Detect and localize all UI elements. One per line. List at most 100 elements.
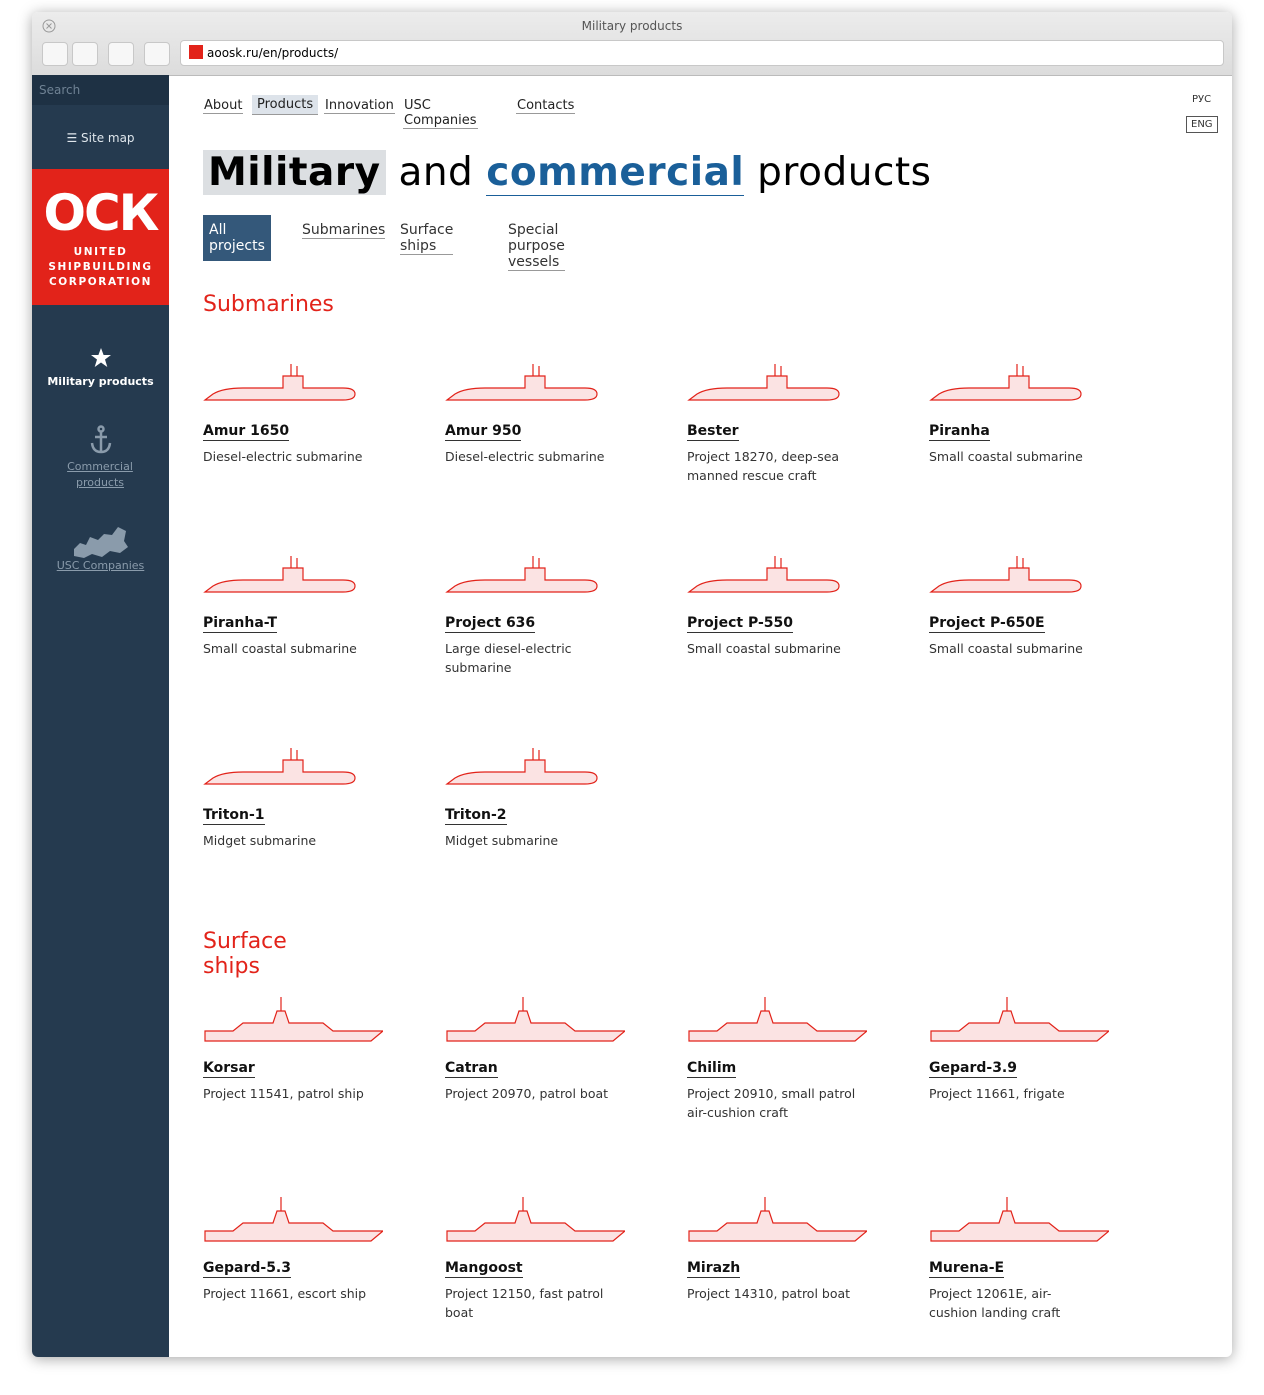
product-description: Project 18270, deep-sea manned rescue cr…: [687, 449, 840, 483]
product-description: Diesel-electric submarine: [203, 449, 363, 464]
product-card[interactable]: Project P-650E Small coastal submarine: [929, 546, 1129, 658]
product-card[interactable]: Project P-550 Small coastal submarine: [687, 546, 887, 658]
silhouette-shape: [446, 997, 627, 1042]
product-name: Chilim: [687, 1060, 737, 1078]
product-card[interactable]: Project 636 Large diesel-electric submari…: [445, 546, 645, 677]
product-description: Midget submarine: [445, 833, 559, 848]
product-name: Triton-2: [445, 807, 507, 825]
search-field[interactable]: Search: [32, 75, 169, 105]
product-card[interactable]: Gepard-3.9 Project 11661, frigate: [929, 991, 1129, 1103]
product-description: Small coastal submarine: [203, 641, 357, 656]
product-name: Mirazh: [687, 1260, 741, 1278]
forward-button[interactable]: [72, 42, 98, 66]
product-description: Project 20970, patrol boat: [445, 1086, 609, 1101]
product-card[interactable]: Triton-1 Midget submarine: [203, 738, 403, 850]
product-description: Project 12061E, air-cushion landing craf…: [929, 1286, 1061, 1320]
product-card[interactable]: Amur 1650 Diesel-electric submarine: [203, 354, 403, 466]
sidebar: Search ☰ Site map ОСК UNITED SHIPBUILDING…: [32, 75, 169, 1357]
product-card[interactable]: Korsar Project 11541, patrol ship: [203, 991, 403, 1103]
vessel-silhouette: [445, 748, 598, 785]
filter-tab[interactable]: Submarines: [302, 222, 386, 239]
silhouette-shape: [445, 364, 598, 401]
silhouette-shape: [204, 997, 385, 1042]
product-name: Bester: [687, 423, 739, 441]
filter-tab[interactable]: Special purpose vessels: [508, 222, 565, 271]
site-map-label: Site map: [81, 131, 135, 145]
product-card[interactable]: Chilim Project 20910, small patrol air-cu…: [687, 991, 887, 1122]
site-map-link[interactable]: ☰ Site map: [66, 131, 135, 145]
product-card[interactable]: Mirazh Project 14310, patrol boat: [687, 1191, 887, 1303]
product-name: Catran: [445, 1060, 498, 1078]
vessel-silhouette: [445, 364, 598, 401]
logo-line: SHIPBUILDING: [48, 261, 153, 273]
logo-mark: ОСК: [43, 184, 159, 242]
product-description: Small coastal submarine: [929, 449, 1083, 464]
nav-link[interactable]: Commercial products: [67, 460, 133, 489]
nav-link[interactable]: USC Companies: [56, 559, 145, 572]
logo-line: CORPORATION: [48, 276, 153, 288]
silhouette-shape: [688, 997, 869, 1042]
nav-item[interactable]: USC Companies: [403, 98, 478, 129]
product-name: Gepard-3.9: [929, 1060, 1017, 1078]
product-card[interactable]: Piranha-T Small coastal submarine: [203, 546, 403, 658]
vessel-silhouette: [687, 556, 840, 593]
product-name: Project P-650E: [929, 615, 1045, 633]
logo[interactable]: ОСК UNITED SHIPBUILDING CORPORATION: [32, 169, 169, 305]
product-card[interactable]: Catran Project 20970, patrol boat: [445, 991, 645, 1103]
product-card[interactable]: Amur 950 Diesel-electric submarine: [445, 354, 645, 466]
home-button[interactable]: [144, 42, 170, 66]
close-button[interactable]: [42, 19, 56, 33]
browser-chrome: Military products aoosk.ru/en/products/: [32, 12, 1232, 76]
heading-word: products: [757, 150, 932, 195]
nav-item[interactable]: About: [203, 98, 244, 114]
vessel-silhouette: [203, 748, 356, 785]
silhouette-shape: [203, 556, 356, 593]
vessel-silhouette: [929, 556, 1082, 593]
filter-tab[interactable]: Surface ships: [400, 222, 454, 255]
nav-item[interactable]: Innovation: [324, 98, 395, 114]
silhouette-shape: [688, 1197, 869, 1242]
section-title: Submarines: [203, 292, 334, 317]
silhouette-shape: [687, 364, 840, 401]
filter-tab[interactable]: All projects: [203, 215, 271, 261]
vessel-silhouette: [204, 1197, 385, 1242]
silhouette-shape: [930, 997, 1111, 1042]
product-card[interactable]: Mangoost Project 12150, fast patrol boat: [445, 1191, 645, 1322]
vessel-silhouette: [930, 1197, 1111, 1242]
product-description: Large diesel-electric submarine: [445, 641, 572, 675]
lang-option[interactable]: ENG: [1186, 116, 1218, 133]
browser-window: Military products aoosk.ru/en/products/ …: [32, 12, 1232, 1357]
silhouette-shape: [445, 748, 598, 785]
product-name: Mangoost: [445, 1260, 523, 1278]
back-button[interactable]: [42, 42, 68, 66]
star-icon: [91, 348, 111, 367]
logo-text: UNITED SHIPBUILDING CORPORATION: [32, 245, 169, 290]
nav-item[interactable]: Products: [252, 95, 319, 115]
vessel-silhouette: [446, 1197, 627, 1242]
product-description: Project 20910, small patrol air-cushion …: [687, 1086, 856, 1120]
section-title: Surface ships: [203, 929, 287, 979]
silhouette-shape: [204, 1197, 385, 1242]
product-description: Project 14310, patrol boat: [687, 1286, 851, 1301]
vessel-silhouette: [204, 997, 385, 1042]
silhouette-shape: [929, 364, 1082, 401]
silhouette-shape: [445, 556, 598, 593]
heading-word: commercial: [486, 150, 745, 196]
nav-link[interactable]: Military products: [47, 375, 154, 388]
product-card[interactable]: Piranha Small coastal submarine: [929, 354, 1129, 466]
address-bar[interactable]: aoosk.ru/en/products/: [180, 40, 1224, 66]
product-card[interactable]: Murena-E Project 12061E, air-cushion land…: [929, 1191, 1129, 1322]
heading-word: and: [398, 150, 474, 195]
silhouette-shape: [687, 556, 840, 593]
product-card[interactable]: Triton-2 Midget submarine: [445, 738, 645, 850]
url-text: aoosk.ru/en/products/: [207, 46, 339, 60]
product-name: Murena-E: [929, 1260, 1005, 1278]
lang-option[interactable]: РУС: [1192, 94, 1212, 105]
nav-item[interactable]: Contacts: [516, 98, 576, 114]
logo-line: UNITED: [73, 246, 128, 258]
reload-button[interactable]: [108, 42, 134, 66]
product-name: Gepard-5.3: [203, 1260, 291, 1278]
product-card[interactable]: Bester Project 18270, deep-sea manned res…: [687, 354, 887, 485]
product-card[interactable]: Gepard-5.3 Project 11661, escort ship: [203, 1191, 403, 1303]
